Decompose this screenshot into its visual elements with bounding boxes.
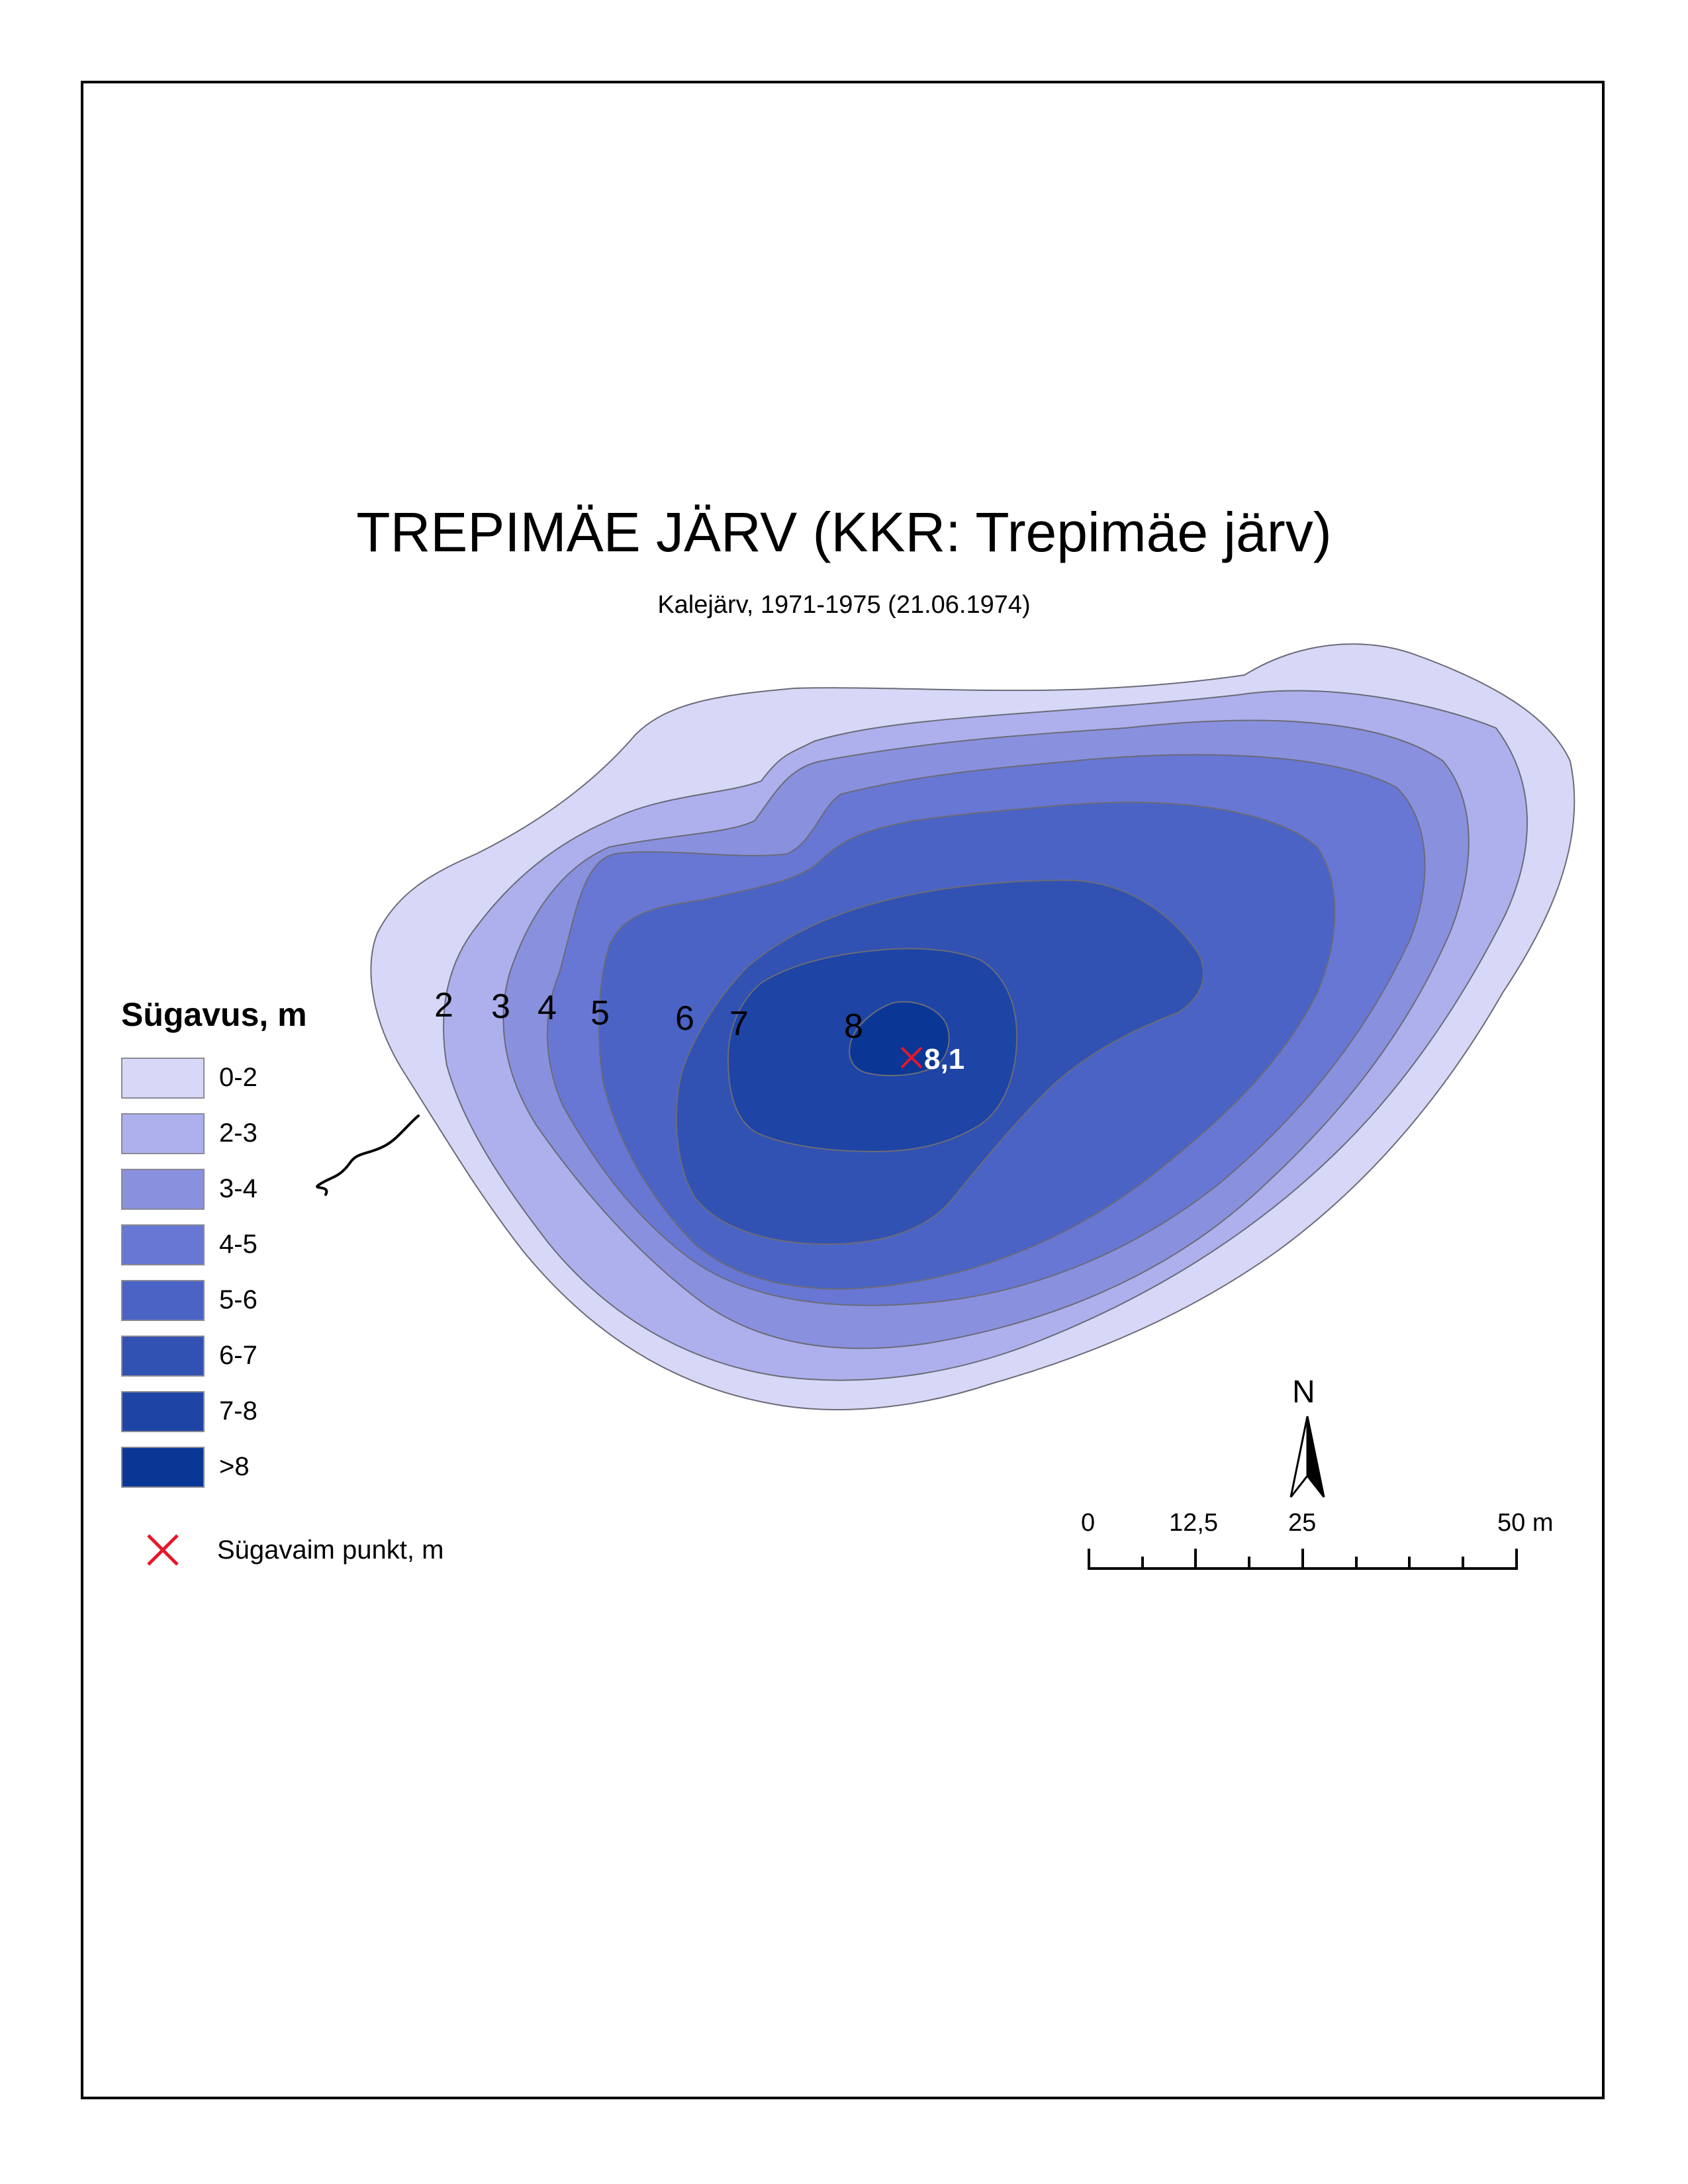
- contour-label: 7: [729, 1005, 749, 1043]
- legend-swatch: [121, 1391, 205, 1432]
- legend-swatch: [121, 1336, 205, 1377]
- legend-label: 5-6: [219, 1285, 258, 1314]
- depth-zone-over-8: [849, 1001, 950, 1077]
- legend-label: 4-5: [219, 1230, 258, 1259]
- legend-label: 3-4: [219, 1174, 258, 1203]
- contour-label: 5: [590, 994, 610, 1032]
- deepest-point-marker: [900, 1046, 923, 1069]
- scale-label-12-5: 12,5: [1169, 1509, 1218, 1537]
- inflow-stream: [316, 1115, 420, 1196]
- legend-label: 7-8: [219, 1396, 258, 1426]
- scale-label-50: 50 m: [1497, 1509, 1554, 1537]
- north-arrow-label: N: [1292, 1375, 1315, 1410]
- deepest-point-legend-label: Sügavaim punkt, m: [217, 1535, 444, 1565]
- scale-label-0: 0: [1081, 1509, 1096, 1537]
- legend-swatch: [121, 1113, 205, 1154]
- scale-bar: [1088, 1549, 1518, 1570]
- legend-swatch: [121, 1447, 205, 1488]
- map-subtitle: Kalejärv, 1971-1975 (21.06.1974): [657, 591, 1031, 619]
- contour-label: 2: [434, 986, 453, 1024]
- legend-label: 2-3: [219, 1118, 258, 1148]
- legend-title: Sügavus, m: [121, 996, 307, 1033]
- map-title: TREPIMÄE JÄRV (KKR: Trepimäe järv): [356, 501, 1332, 563]
- contour-label: 3: [491, 987, 510, 1026]
- legend-label: 0-2: [219, 1063, 258, 1092]
- legend-label: >8: [219, 1452, 250, 1481]
- legend-swatch: [121, 1169, 205, 1210]
- contour-label: 8: [844, 1007, 863, 1046]
- legend-swatch: [121, 1058, 205, 1099]
- north-arrow-icon: [1289, 1416, 1325, 1498]
- contour-label: 6: [675, 999, 694, 1038]
- map-frame: [81, 81, 1605, 2099]
- deepest-point-legend-icon: [147, 1534, 179, 1566]
- legend-label: 6-7: [219, 1341, 258, 1370]
- contour-label: 4: [538, 989, 557, 1027]
- scale-label-25: 25: [1288, 1509, 1317, 1537]
- legend-swatch: [121, 1280, 205, 1321]
- legend-swatch: [121, 1224, 205, 1265]
- deepest-point-value: 8,1: [924, 1043, 964, 1075]
